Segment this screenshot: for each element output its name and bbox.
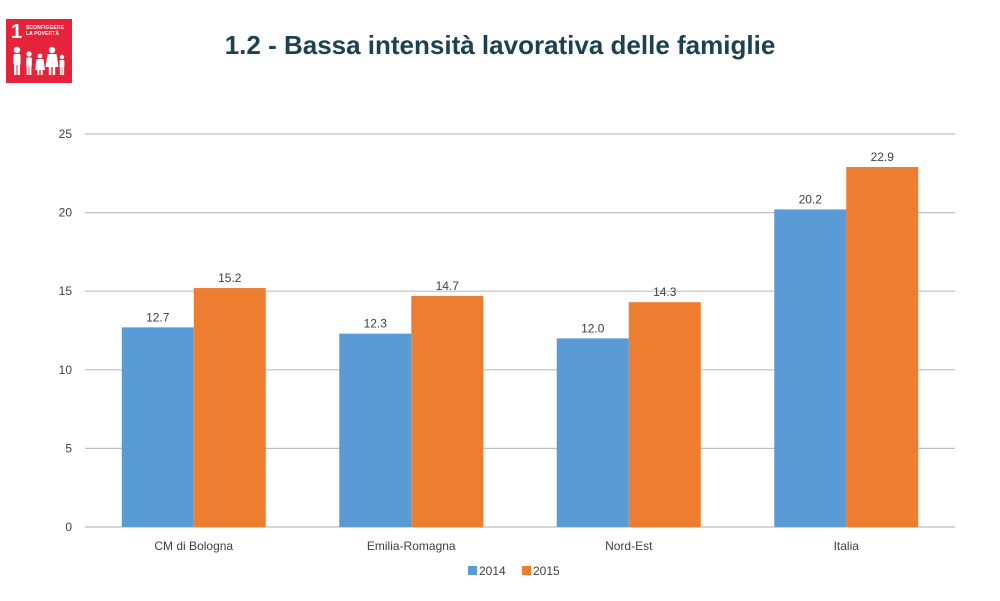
y-tick-label: 10 xyxy=(59,363,73,377)
x-category-label: Emilia-Romagna xyxy=(367,539,456,553)
bar-2015 xyxy=(846,167,919,527)
sdg-goal-number: 1 xyxy=(11,21,23,43)
bar-2014 xyxy=(339,333,412,527)
legend-label: 2014 xyxy=(479,564,506,578)
y-tick-label: 0 xyxy=(65,520,72,534)
legend-label: 2015 xyxy=(533,564,560,578)
sdg-goal-text-line1: SCONFIGGERE xyxy=(26,25,65,31)
y-tick-label: 15 xyxy=(59,284,73,298)
data-label: 12.3 xyxy=(364,317,388,331)
y-tick-label: 5 xyxy=(65,441,72,455)
bar-2015 xyxy=(411,295,484,527)
data-label: 14.3 xyxy=(653,285,677,299)
x-category-label: Italia xyxy=(834,539,860,553)
data-label: 12.0 xyxy=(581,321,605,335)
data-label: 15.2 xyxy=(218,271,242,285)
x-category-label: Nord-Est xyxy=(605,539,653,553)
y-tick-label: 20 xyxy=(59,206,73,220)
bar-2014 xyxy=(556,338,629,527)
page-title: 1.2 - Bassa intensità lavorativa delle f… xyxy=(224,30,776,60)
bar-2014 xyxy=(774,209,847,527)
data-label: 22.9 xyxy=(871,150,895,164)
legend-swatch-2015 xyxy=(522,566,531,575)
data-label: 14.7 xyxy=(436,279,460,293)
bar-2015 xyxy=(628,302,701,527)
data-label: 12.7 xyxy=(146,310,170,324)
bar-2014 xyxy=(121,327,194,527)
x-category-label: CM di Bologna xyxy=(154,539,233,553)
family-icon xyxy=(13,46,65,75)
legend-swatch-2014 xyxy=(468,566,477,575)
sdg-goal-text: SCONFIGGERE LA POVERTÀ xyxy=(26,25,64,37)
data-label: 20.2 xyxy=(799,192,823,206)
y-tick-label: 25 xyxy=(59,127,73,141)
bar-2015 xyxy=(193,288,266,527)
sdg-goal-text-line2: LA POVERTÀ xyxy=(26,31,60,37)
sdg-goal-badge: 1 SCONFIGGERE LA POVERTÀ xyxy=(6,19,72,83)
